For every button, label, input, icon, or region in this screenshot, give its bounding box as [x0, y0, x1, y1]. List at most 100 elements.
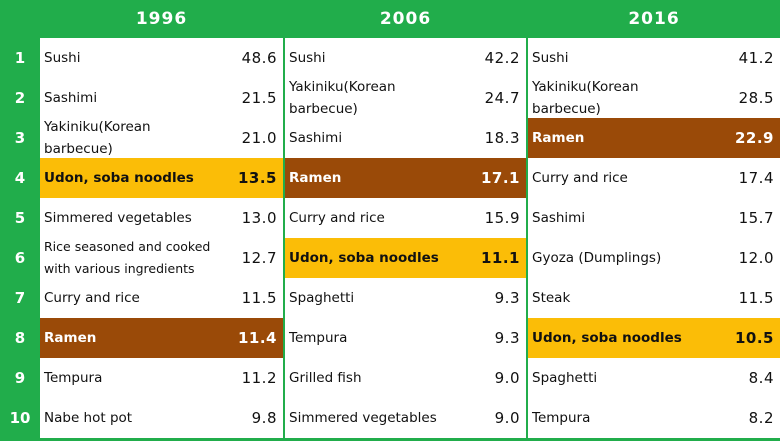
year-header-1996: 1996	[40, 0, 283, 38]
year-header-2016: 2016	[526, 0, 780, 38]
ranking-entry: Sushi 42.2	[283, 38, 526, 78]
footer-strip	[283, 438, 526, 441]
dish-value: 8.4	[748, 369, 774, 387]
dish-name: Curry and rice	[44, 290, 140, 306]
rank-number: 3	[0, 118, 40, 158]
dish-value: 21.0	[241, 129, 277, 147]
ranking-entry: Tempura 11.2	[40, 358, 283, 398]
dish-value: 9.3	[494, 329, 520, 347]
dish-value: 13.5	[237, 169, 277, 187]
ranking-entry: Tempura 8.2	[526, 398, 780, 438]
ranking-entry: Nabe hot pot 9.8	[40, 398, 283, 438]
dish-value: 11.1	[480, 249, 520, 267]
ranking-entry: Curry and rice 15.9	[283, 198, 526, 238]
ranking-entry: Sashimi 15.7	[526, 198, 780, 238]
dish-value: 12.7	[241, 249, 277, 267]
footer-strip	[526, 438, 780, 441]
ranking-entry: Ramen 17.1	[283, 158, 526, 198]
dish-value: 12.0	[738, 249, 774, 267]
ranking-entry: Simmered vegetables 13.0	[40, 198, 283, 238]
dish-name: Sashimi	[532, 210, 586, 226]
rank-number: 10	[0, 398, 40, 438]
dish-value: 8.2	[748, 409, 774, 427]
rank-number: 6	[0, 238, 40, 278]
dish-value: 15.7	[738, 209, 774, 227]
rank-number: 8	[0, 318, 40, 358]
dish-name: Ramen	[532, 130, 585, 146]
ranking-entry: Sashimi 18.3	[283, 118, 526, 158]
dish-name: Spaghetti	[289, 290, 355, 306]
dish-value: 15.9	[484, 209, 520, 227]
dish-value: 10.5	[734, 329, 774, 347]
dish-value: 24.7	[484, 89, 520, 107]
dish-name: Spaghetti	[532, 370, 598, 386]
ranking-entry: Tempura 9.3	[283, 318, 526, 358]
ranking-entry: Sashimi 21.5	[40, 78, 283, 118]
ranking-entry: Yakiniku(Korean barbecue) 28.5	[526, 78, 780, 118]
rank-number: 9	[0, 358, 40, 398]
dish-name: Grilled fish	[289, 370, 362, 386]
dish-value: 9.0	[494, 369, 520, 387]
dish-value: 41.2	[738, 49, 774, 67]
dish-name: Tempura	[44, 370, 103, 386]
dish-name: Curry and rice	[532, 170, 628, 186]
dish-name: Rice seasoned and cooked with various in…	[44, 239, 211, 276]
ranking-entry: Udon, soba noodles 13.5	[40, 158, 283, 198]
ranking-entry: Udon, soba noodles 11.1	[283, 238, 526, 278]
dish-value: 42.2	[484, 49, 520, 67]
ranking-entry: Yakiniku(Korean barbecue) 21.0	[40, 118, 283, 158]
ranking-entry: Spaghetti 9.3	[283, 278, 526, 318]
ranking-entry: Simmered vegetables 9.0	[283, 398, 526, 438]
dish-value: 11.2	[241, 369, 277, 387]
footer-strip	[0, 438, 40, 441]
dish-value: 9.3	[494, 289, 520, 307]
dish-value: 11.5	[738, 289, 774, 307]
ranking-entry: Sushi 48.6	[40, 38, 283, 78]
corner-cell	[0, 0, 40, 38]
dish-value: 9.0	[494, 409, 520, 427]
dish-name: Udon, soba noodles	[44, 170, 194, 186]
dish-name: Yakiniku(Korean barbecue)	[289, 79, 396, 117]
dish-name: Curry and rice	[289, 210, 385, 226]
year-header-2006: 2006	[283, 0, 526, 38]
rank-number: 1	[0, 38, 40, 78]
dish-value: 13.0	[241, 209, 277, 227]
ranking-entry: Ramen 11.4	[40, 318, 283, 358]
ranking-entry: Curry and rice 11.5	[40, 278, 283, 318]
rank-number: 2	[0, 78, 40, 118]
dish-name: Gyoza (Dumplings)	[532, 250, 662, 266]
ranking-entry: Yakiniku(Korean barbecue) 24.7	[283, 78, 526, 118]
dish-value: 28.5	[738, 89, 774, 107]
ranking-entry: Grilled fish 9.0	[283, 358, 526, 398]
rank-number: 7	[0, 278, 40, 318]
dish-name: Simmered vegetables	[44, 210, 192, 226]
dish-name: Sushi	[44, 50, 81, 66]
ranking-entry: Curry and rice 17.4	[526, 158, 780, 198]
dish-name: Nabe hot pot	[44, 410, 133, 426]
dish-name: Steak	[532, 290, 571, 306]
ranking-entry: Udon, soba noodles 10.5	[526, 318, 780, 358]
dish-name: Yakiniku(Korean barbecue)	[532, 79, 639, 117]
dish-name: Simmered vegetables	[289, 410, 437, 426]
rank-number: 5	[0, 198, 40, 238]
dish-name: Ramen	[44, 330, 97, 346]
dish-name: Sushi	[532, 50, 569, 66]
dish-name: Ramen	[289, 170, 342, 186]
dish-value: 48.6	[241, 49, 277, 67]
dish-value: 11.5	[241, 289, 277, 307]
dish-name: Sashimi	[44, 90, 98, 106]
rank-number: 4	[0, 158, 40, 198]
footer-strip	[40, 438, 283, 441]
dish-name: Tempura	[289, 330, 348, 346]
ranking-entry: Spaghetti 8.4	[526, 358, 780, 398]
ranking-entry: Sushi 41.2	[526, 38, 780, 78]
dish-name: Yakiniku(Korean barbecue)	[44, 119, 151, 157]
ranking-entry: Ramen 22.9	[526, 118, 780, 158]
dish-value: 9.8	[251, 409, 277, 427]
dish-name: Tempura	[532, 410, 591, 426]
dish-value: 17.4	[738, 169, 774, 187]
dish-value: 18.3	[484, 129, 520, 147]
dish-name: Udon, soba noodles	[532, 330, 682, 346]
ranking-entry: Steak 11.5	[526, 278, 780, 318]
